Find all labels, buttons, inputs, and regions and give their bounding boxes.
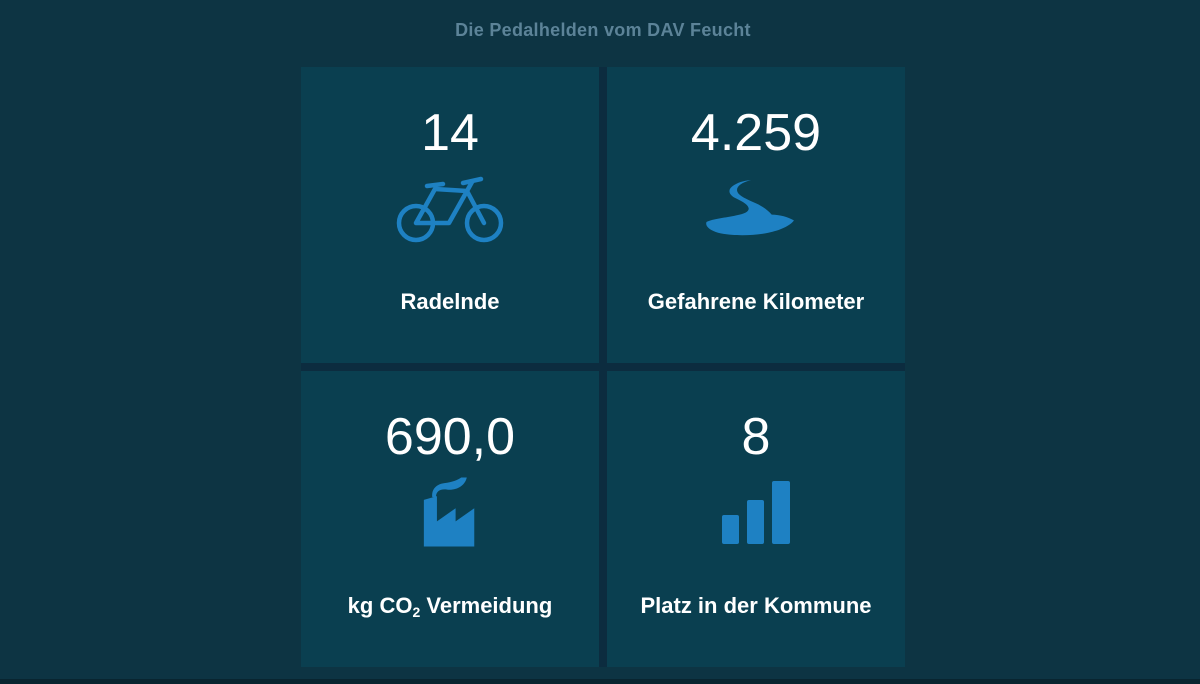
stat-value-platz: 8 [741,408,771,466]
label-text: Platz in der Kommune [640,593,872,618]
page-title: Die Pedalhelden vom DAV Feucht [455,20,751,40]
tile-co2: 690,0 kg CO2 Vermeidung [301,371,599,667]
stat-label-co2: kg CO2 Vermeidung [348,593,553,619]
tile-radelnde: 14 Radelnde [301,67,599,363]
tile-kilometer: 4.259 Gefahrene Kilometer [607,67,905,363]
label-text: Gefahrene Kilometer [647,289,865,314]
bar-chart-icon [722,475,790,549]
label-text: Vermeidung [420,593,553,618]
label-text: kg CO [347,593,413,618]
stat-label-platz: Platz in der Kommune [640,593,871,619]
label-subscript: 2 [412,604,421,620]
stat-value-radelnde: 14 [421,104,479,162]
bottom-edge-strip [0,679,1200,684]
tile-platz: 8 Platz in der Kommune [607,371,905,667]
label-text: Radelnde [400,289,500,314]
stat-label-radelnde: Radelnde [400,289,499,315]
stats-grid: 14 Radelnde 4.259 [301,67,905,667]
factory-icon [422,475,478,549]
route-icon [697,171,815,245]
stat-label-kilometer: Gefahrene Kilometer [648,289,864,315]
stat-value-co2: 690,0 [384,408,516,466]
bicycle-icon [394,171,506,245]
stat-value-kilometer: 4.259 [690,104,822,162]
